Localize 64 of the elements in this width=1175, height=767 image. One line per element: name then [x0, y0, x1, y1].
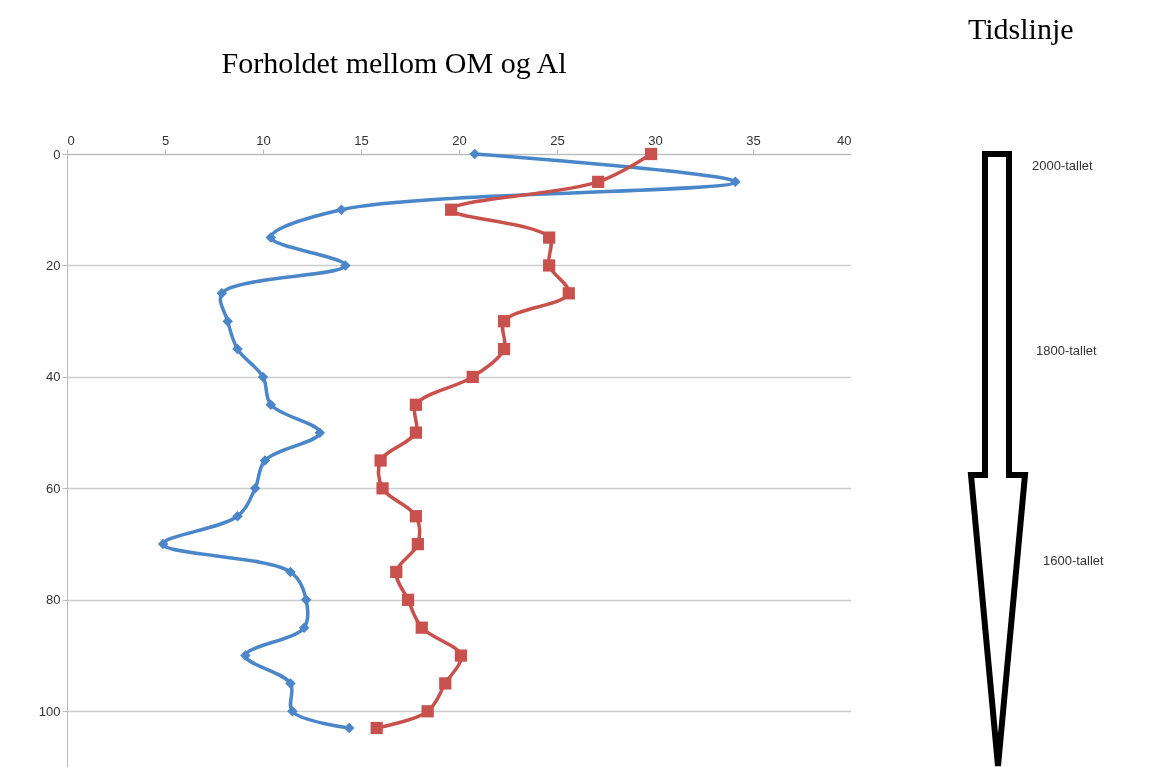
point: [592, 175, 605, 188]
point: [644, 147, 658, 161]
text: 2000-tallet: [1032, 158, 1093, 173]
point: [232, 510, 243, 522]
x-tick-label: 40: [837, 132, 852, 148]
point: [411, 537, 424, 551]
point: [285, 566, 296, 578]
point: [409, 510, 422, 523]
point: [466, 370, 479, 384]
point: [543, 259, 556, 272]
x-tick-label: 15: [354, 132, 369, 148]
point: [222, 315, 233, 327]
y-tick-label: 0: [53, 146, 61, 162]
y-tick-label: 20: [46, 257, 61, 273]
point: [344, 722, 355, 734]
point: [562, 287, 575, 300]
x-tick-label: 30: [648, 132, 663, 148]
point: [265, 399, 277, 411]
point: [257, 371, 269, 383]
x-tick-label: 5: [161, 132, 170, 148]
text: 1600-tallet: [1043, 553, 1104, 568]
y-tick-label: 80: [46, 592, 61, 608]
point: [454, 649, 468, 662]
x-tick-label: 20: [452, 132, 467, 148]
text: Tidslinje: [968, 12, 1074, 46]
chart-title: Forholdet mellom OM og Al: [221, 46, 567, 79]
point: [285, 678, 296, 689]
point: [409, 426, 422, 439]
x-tick-label: 10: [256, 132, 271, 148]
point: [287, 706, 298, 717]
point: [259, 455, 271, 466]
point: [216, 288, 228, 299]
point: [439, 677, 452, 690]
point: [314, 427, 326, 438]
y-tick-label: 100: [38, 703, 61, 719]
point: [390, 565, 403, 579]
point: [336, 204, 347, 215]
y-tick-label: 60: [46, 480, 61, 496]
point: [497, 315, 511, 328]
point: [469, 148, 480, 160]
x-tick-label: 0: [67, 132, 75, 148]
point: [265, 232, 277, 243]
point: [497, 342, 511, 356]
point: [300, 594, 312, 606]
x-tick-label: 25: [550, 132, 565, 148]
x-tick-label: 35: [746, 132, 761, 148]
point: [445, 203, 458, 216]
point: [298, 622, 310, 633]
y-tick-label: 40: [46, 369, 61, 385]
point: [401, 593, 415, 606]
point: [409, 398, 422, 411]
point: [421, 705, 434, 718]
point: [415, 621, 428, 634]
point: [232, 343, 243, 355]
point: [370, 721, 383, 735]
point: [240, 650, 251, 661]
point: [376, 482, 389, 495]
point: [249, 483, 261, 494]
point: [157, 538, 169, 550]
point: [543, 231, 556, 244]
point: [730, 176, 741, 188]
point: [340, 260, 351, 271]
point: [374, 454, 387, 467]
text: 1800-tallet: [1036, 343, 1097, 358]
